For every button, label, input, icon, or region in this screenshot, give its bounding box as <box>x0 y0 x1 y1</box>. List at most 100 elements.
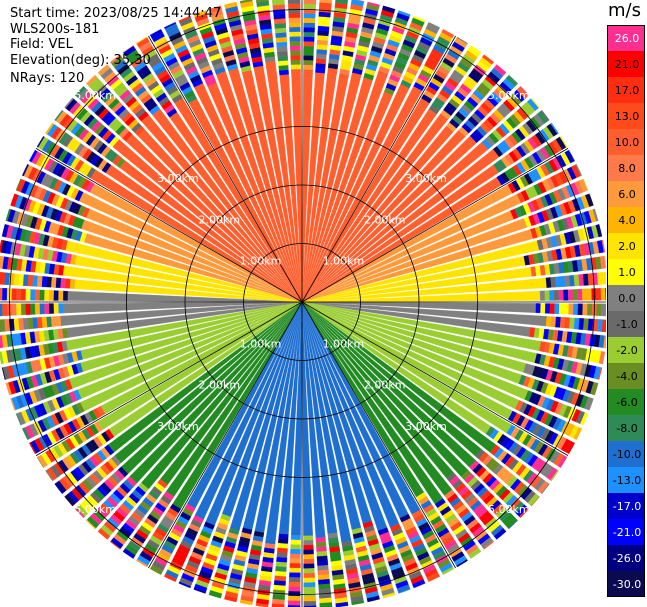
colorbar-segment <box>607 155 645 181</box>
velocity-gate <box>303 36 315 42</box>
velocity-gate <box>316 546 327 553</box>
velocity-gate <box>544 290 550 301</box>
velocity-gate <box>567 289 574 301</box>
colorbar-tick-label: 0.0 <box>618 292 636 305</box>
velocity-gate <box>224 595 238 603</box>
velocity-gate <box>303 582 316 588</box>
velocity-gate <box>0 319 6 332</box>
colorbar-segment <box>607 519 645 545</box>
velocity-gate <box>483 540 495 550</box>
velocity-gate <box>46 316 52 328</box>
velocity-gate <box>319 602 333 607</box>
velocity-gate <box>541 483 550 495</box>
velocity-gate <box>178 15 191 23</box>
velocity-gate <box>272 0 285 6</box>
velocity-gate <box>586 288 592 301</box>
colorbar-segment <box>607 571 645 597</box>
velocity-gate <box>397 10 411 17</box>
velocity-gate <box>43 289 50 301</box>
azimuth-spoke <box>148 35 303 303</box>
velocity-gate <box>319 0 333 4</box>
velocity-gate <box>550 122 559 135</box>
velocity-gate <box>278 60 289 66</box>
velocity-gate <box>545 277 552 288</box>
velocity-gate <box>178 581 191 589</box>
velocity-gate <box>36 275 43 287</box>
velocity-gate <box>468 547 482 559</box>
velocity-gate <box>34 303 40 315</box>
velocity-gate <box>549 290 555 301</box>
velocity-gate <box>288 581 301 588</box>
velocity-gate <box>335 0 349 5</box>
velocity-gate <box>275 36 287 43</box>
velocity-gate <box>597 367 603 380</box>
velocity-gate <box>277 542 288 549</box>
velocity-gate <box>36 136 45 148</box>
velocity-gate <box>224 1 238 9</box>
range-ring-label: 2.00km <box>199 379 241 392</box>
velocity-gate <box>582 303 588 316</box>
colorbar-tick-label: 10.0 <box>615 136 640 149</box>
velocity-gate <box>577 303 583 316</box>
velocity-gate <box>289 553 301 559</box>
velocity-gate <box>601 319 606 333</box>
velocity-gate <box>39 289 45 301</box>
colorbar-segment <box>607 51 645 77</box>
velocity-gate <box>53 290 59 301</box>
velocity-gate <box>20 303 26 316</box>
velocity-gate <box>74 85 86 98</box>
colorbar-segment <box>607 363 645 389</box>
velocity-gate <box>36 456 44 468</box>
velocity-gate <box>97 527 111 540</box>
start-time-label: Start time: 2023/08/25 14:44:47 <box>10 6 222 21</box>
colorbar-tick-label: -8.0 <box>616 422 637 435</box>
velocity-gate <box>530 97 540 109</box>
velocity-gate <box>317 564 329 571</box>
velocity-gate <box>22 163 29 177</box>
velocity-gate <box>303 50 314 56</box>
velocity-gate <box>555 276 561 288</box>
velocity-gate <box>605 287 606 301</box>
velocity-gate <box>0 324 1 332</box>
colorbar-tick-label: -30.0 <box>613 578 641 591</box>
colorbar-tick-label: -13.0 <box>613 474 641 487</box>
velocity-gate <box>441 566 455 576</box>
velocity-gate <box>288 591 301 597</box>
velocity-gate <box>34 289 40 301</box>
velocity-colorbar: 26.0 21.0 17.0 13.0 10.0 8.0 6.0 4.0 2.0 1.0 0.0 -1… <box>607 25 645 597</box>
velocity-gate <box>287 600 301 606</box>
velocity-gate <box>303 27 315 33</box>
velocity-gate <box>46 276 52 288</box>
colorbar-segment <box>607 545 645 571</box>
velocity-gate <box>97 64 111 76</box>
velocity-gate <box>271 0 281 1</box>
velocity-gate <box>469 45 482 54</box>
velocity-gate <box>1 303 8 317</box>
velocity-gate <box>1 224 9 238</box>
velocity-gate <box>48 290 54 301</box>
velocity-gate <box>303 17 316 24</box>
velocity-gate <box>288 577 301 583</box>
velocity-gate <box>596 303 602 316</box>
velocity-gate <box>505 74 519 87</box>
velocity-gate <box>11 288 17 301</box>
velocity-gate <box>20 288 26 301</box>
velocity-gate <box>25 303 31 315</box>
velocity-gate <box>288 595 301 602</box>
velocity-gate <box>50 316 57 327</box>
velocity-gate <box>276 41 288 48</box>
velocity-gate <box>255 603 269 607</box>
velocity-gate <box>289 567 301 573</box>
velocity-gate <box>557 455 568 468</box>
range-ring-label: 1.00km <box>240 255 282 268</box>
colorbar-segment <box>607 441 645 467</box>
colorbar-tick-label: 26.0 <box>615 32 640 45</box>
velocity-gate <box>15 178 22 191</box>
velocity-gate <box>315 67 326 74</box>
velocity-gate <box>29 303 36 315</box>
velocity-gate <box>1 367 6 380</box>
colorbar-tick-label: -1.0 <box>616 318 637 331</box>
velocity-gate <box>15 413 22 426</box>
velocity-gate <box>290 535 301 541</box>
colorbar-segment <box>607 285 645 311</box>
